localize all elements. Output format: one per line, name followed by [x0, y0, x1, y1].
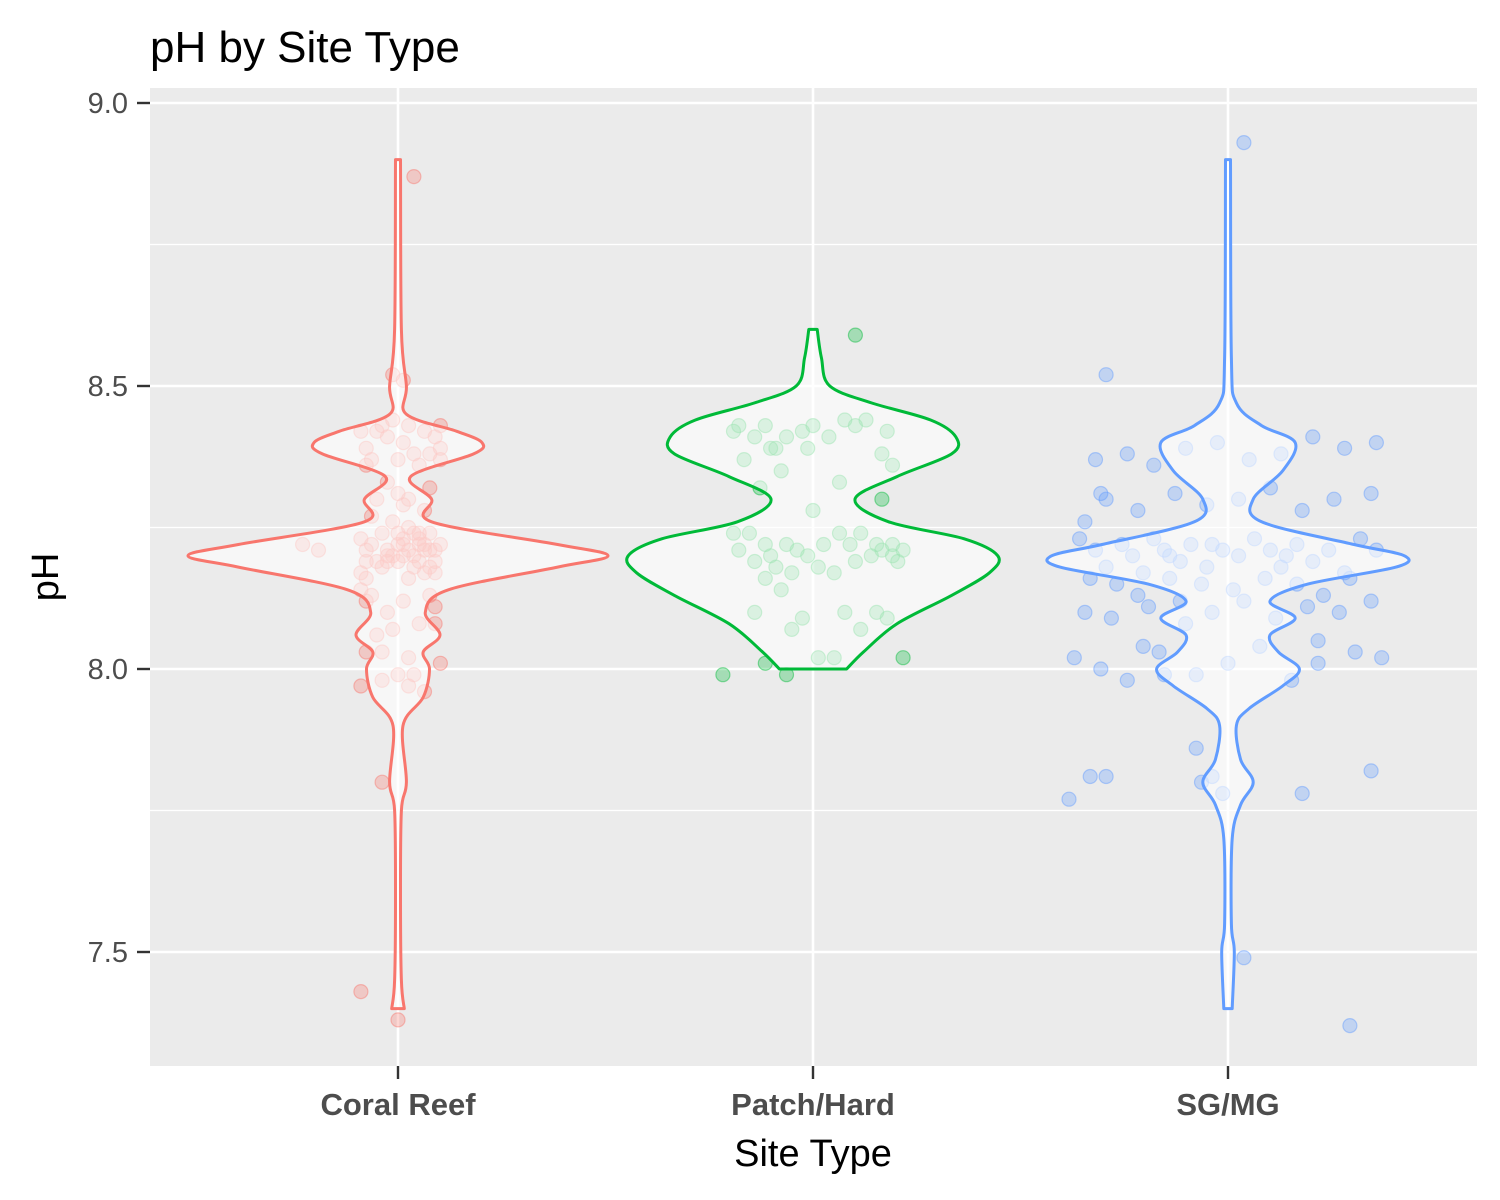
data-point [390, 1012, 406, 1028]
data-point [353, 678, 369, 694]
data-point [1140, 599, 1157, 615]
data-point [1135, 638, 1151, 655]
data-point [1368, 435, 1385, 451]
data-point [406, 169, 422, 185]
data-point [1294, 785, 1310, 802]
data-point [1061, 791, 1077, 807]
y-tick-label: 7.5 [88, 937, 128, 969]
chart-title: pH by Site Type [150, 23, 460, 72]
data-point [1374, 650, 1390, 666]
y-tick-label: 8.5 [88, 371, 128, 403]
data-point [432, 655, 448, 671]
data-point [1326, 491, 1342, 507]
data-point [1363, 593, 1379, 609]
data-point [1077, 514, 1093, 530]
data-point [1363, 485, 1379, 502]
y-tick-label: 8.0 [88, 654, 128, 686]
data-point [1103, 610, 1120, 626]
data-point [1119, 446, 1135, 462]
data-point [895, 650, 911, 666]
data-point [1342, 1017, 1358, 1034]
x-tick-label: Coral Reef [320, 1087, 476, 1122]
data-point [1066, 650, 1082, 666]
data-point [1098, 768, 1114, 785]
data-point [1093, 485, 1109, 502]
x-axis: Coral Reef Patch/Hard SG/MG [320, 1066, 1280, 1122]
data-point [1098, 367, 1114, 383]
data-point [1071, 531, 1088, 547]
data-point [1363, 763, 1379, 779]
data-point [374, 774, 390, 790]
data-point [1336, 440, 1353, 456]
data-point [1167, 485, 1183, 502]
data-point [1236, 950, 1252, 966]
data-point [1347, 644, 1363, 660]
data-point [1315, 587, 1332, 604]
violin-sg-mg [1045, 158, 1411, 1011]
data-point [1236, 135, 1252, 151]
y-axis: 7.5 8.0 8.5 9.0 [88, 88, 150, 969]
data-point [1310, 633, 1326, 649]
data-point [353, 983, 369, 1000]
data-point [1130, 587, 1146, 604]
data-point [427, 599, 443, 615]
y-tick-label: 9.0 [88, 88, 128, 120]
data-point [1310, 655, 1326, 671]
data-point [1294, 502, 1310, 519]
data-point [1093, 661, 1109, 677]
data-point [1146, 457, 1162, 473]
x-axis-title: Site Type [734, 1133, 892, 1175]
data-point [847, 327, 864, 343]
x-tick-label: SG/MG [1176, 1087, 1279, 1122]
violins-layer [186, 158, 1411, 1011]
data-point [1119, 672, 1135, 688]
data-point [1087, 452, 1104, 468]
y-axis-title: pH [25, 553, 67, 602]
data-point [1299, 599, 1316, 615]
x-tick-label: Patch/Hard [731, 1087, 895, 1122]
data-point [1331, 604, 1347, 621]
data-point [1098, 491, 1114, 507]
data-point [715, 667, 731, 683]
data-point [1130, 502, 1146, 519]
data-point [874, 491, 890, 507]
data-point [1082, 768, 1098, 785]
data-point [1077, 604, 1093, 621]
data-point [1305, 429, 1321, 445]
violin-coral-reef [186, 158, 610, 1011]
data-point [1188, 740, 1204, 756]
violin-patch-hard [625, 327, 1001, 671]
data-point [1151, 644, 1167, 660]
